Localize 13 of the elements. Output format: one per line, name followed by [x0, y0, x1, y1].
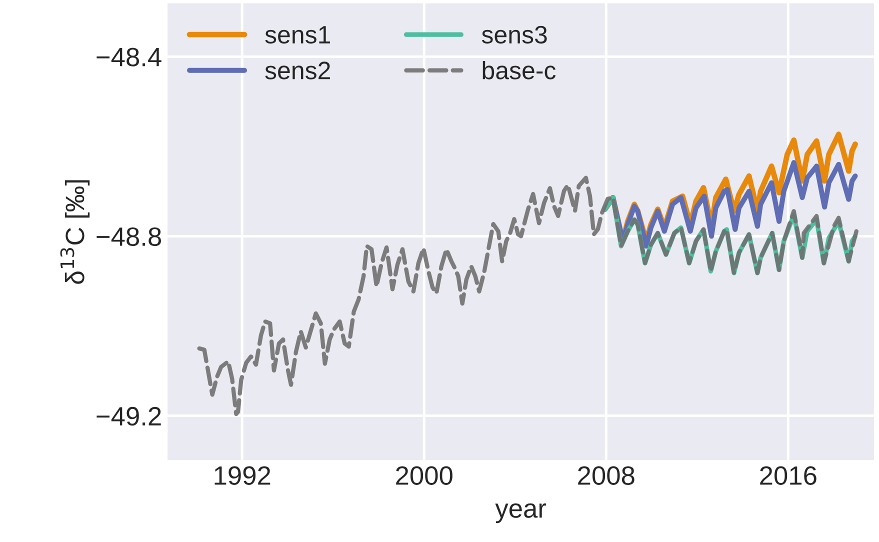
y-axis-title: δ$^{13}$C [‰] — [60, 180, 90, 284]
y-tick-label: −49.2 — [96, 406, 161, 426]
legend-label: sens2 — [265, 62, 330, 80]
legend-label: sens3 — [482, 26, 547, 44]
x-tick-label: 2016 — [760, 466, 816, 485]
y-tick-label: −48.8 — [96, 227, 162, 246]
y-tick-label: −48.4 — [96, 48, 162, 66]
x-axis-title: year — [495, 503, 546, 524]
x-tick-label: 2008 — [578, 466, 634, 485]
legend-label: sens1 — [265, 26, 330, 44]
x-tick-label: 1992 — [214, 466, 270, 485]
x-tick-label: 2000 — [396, 466, 452, 485]
legend-label: base-c — [482, 61, 556, 80]
